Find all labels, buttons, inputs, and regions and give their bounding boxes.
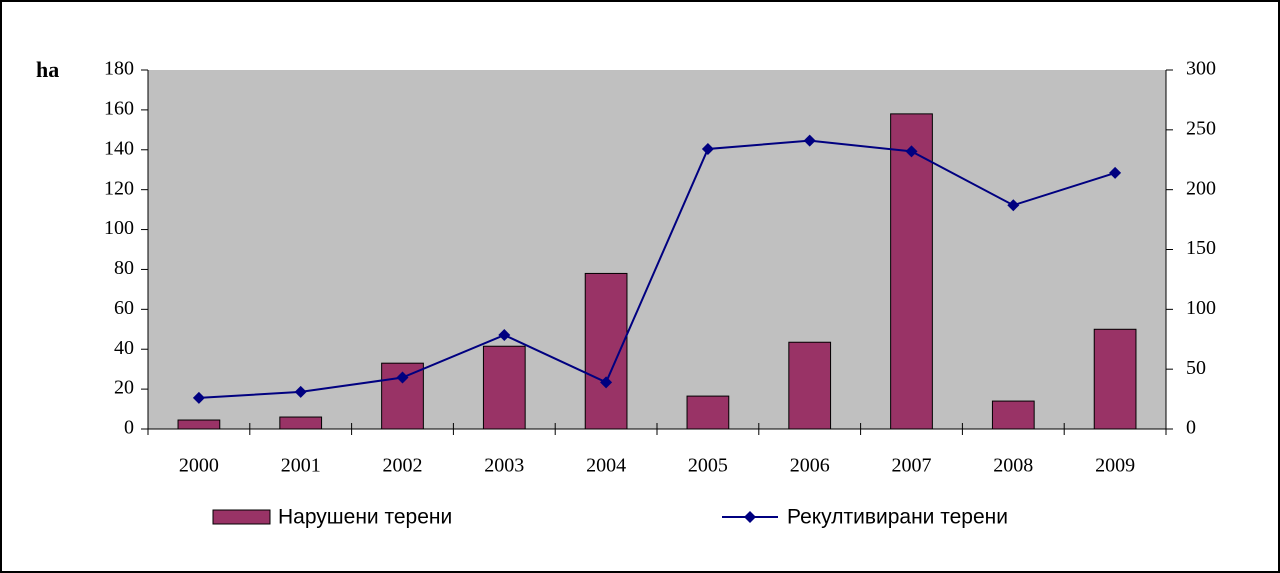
line (198, 139, 1116, 399)
marker (498, 329, 511, 342)
x-tick-label: 2009 (1095, 455, 1135, 477)
marker (1007, 199, 1020, 212)
y-tick-label: 0 (124, 417, 134, 439)
plot-area (148, 70, 1166, 429)
y2-tick-label: 250 (1186, 117, 1216, 139)
marker (1109, 166, 1122, 179)
legend-label: Нарушени терени (278, 506, 452, 529)
x-tick-label: 2001 (281, 455, 321, 477)
x-tick-label: 2000 (179, 455, 219, 477)
y-tick-label: 80 (114, 257, 134, 279)
marker (600, 376, 613, 389)
y-tick-label: 180 (104, 58, 134, 80)
y-tick-label: 60 (114, 297, 134, 319)
legend-marker (744, 511, 756, 523)
x-tick-label: 2008 (993, 455, 1033, 477)
bar (1093, 328, 1137, 430)
y-tick-label: 140 (104, 137, 134, 159)
bar (686, 395, 730, 430)
x-tick-label: 2004 (586, 455, 626, 477)
y2-tick-label: 200 (1186, 177, 1216, 199)
marker (294, 385, 307, 398)
bar (177, 419, 221, 430)
x-tick-label: 2002 (383, 455, 423, 477)
x-tick-label: 2005 (688, 455, 728, 477)
marker (396, 371, 409, 384)
x-tick-label: 2006 (790, 455, 830, 477)
y2-tick-label: 0 (1186, 417, 1196, 439)
legend-swatch (212, 509, 271, 525)
marker (905, 145, 918, 158)
y-tick-label: 120 (104, 177, 134, 199)
bar (482, 345, 526, 430)
bar (279, 416, 323, 430)
y-axis-label: ha (36, 57, 59, 82)
x-tick-label: 2007 (892, 455, 932, 477)
y2-tick-label: 300 (1186, 58, 1216, 80)
bar (788, 341, 832, 430)
legend-label: Рекултивирани терени (787, 506, 1008, 529)
bar (890, 113, 933, 430)
y2-tick-label: 100 (1186, 297, 1216, 319)
x-tick-label: 2003 (484, 455, 524, 477)
bar (991, 400, 1035, 430)
y2-tick-label: 150 (1186, 237, 1216, 259)
y2-tick-label: 50 (1186, 357, 1206, 379)
marker (192, 391, 205, 404)
y-tick-label: 40 (114, 337, 134, 359)
y-tick-label: 160 (104, 97, 134, 119)
marker (701, 142, 714, 155)
y-tick-label: 100 (104, 217, 134, 239)
marker (803, 134, 816, 147)
y-tick-label: 20 (114, 377, 134, 399)
